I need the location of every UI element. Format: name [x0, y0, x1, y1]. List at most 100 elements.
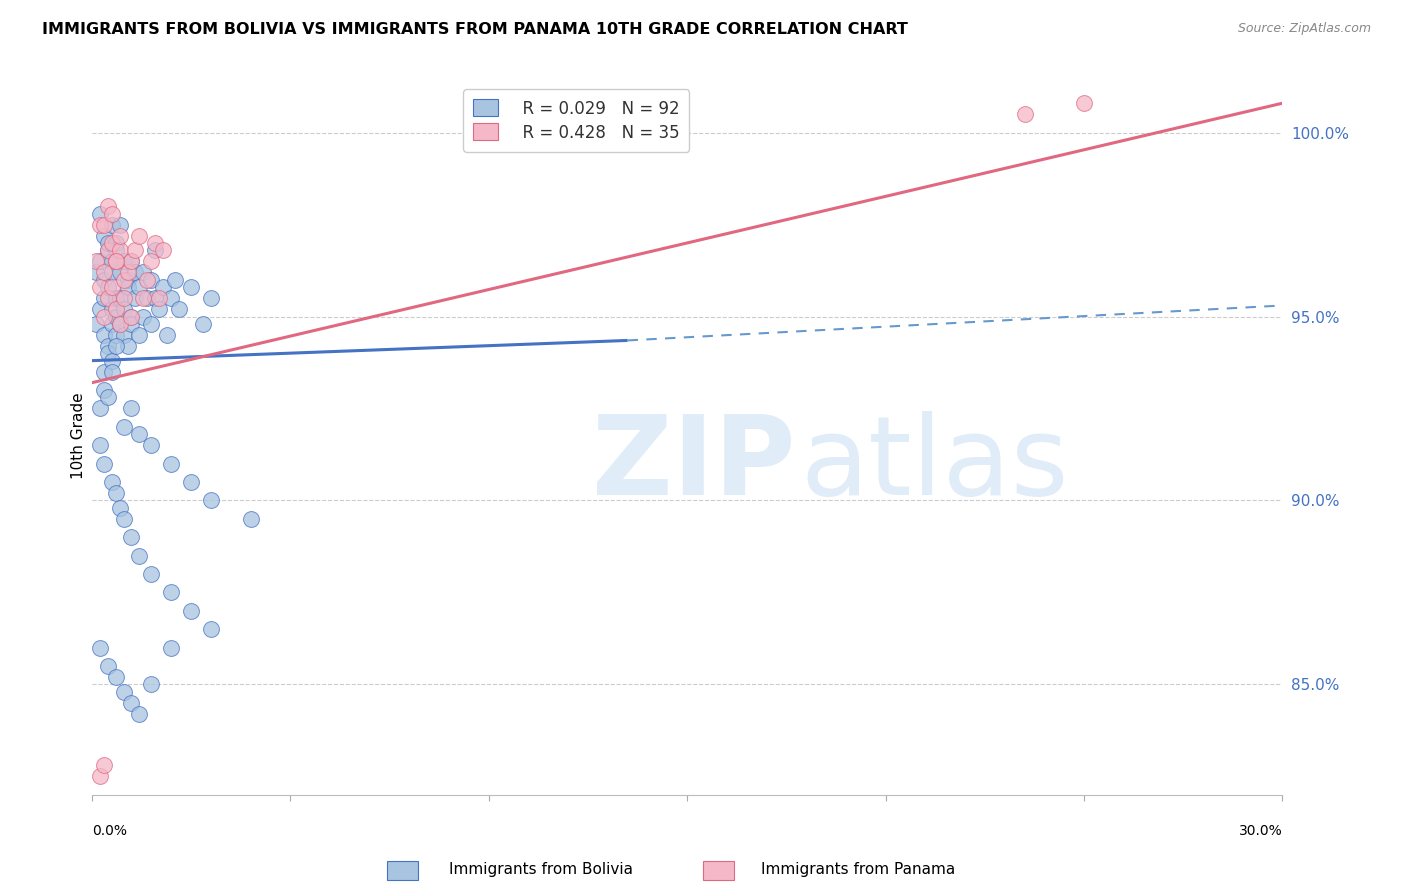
Legend:   R = 0.029   N = 92,   R = 0.428   N = 35: R = 0.029 N = 92, R = 0.428 N = 35: [464, 89, 689, 152]
Point: [121, 254, 143, 268]
Point: [89, 280, 111, 294]
Point: [141, 273, 163, 287]
Point: [97, 235, 120, 250]
Point: [89, 254, 111, 268]
Point: [143, 244, 166, 258]
Point: [89, 401, 111, 416]
Point: [167, 302, 190, 317]
Point: [132, 310, 155, 324]
Point: [104, 244, 127, 258]
Point: [97, 339, 120, 353]
Point: [104, 235, 127, 250]
Point: [104, 302, 127, 317]
Point: [117, 273, 139, 287]
Point: [141, 566, 163, 581]
Point: [97, 391, 120, 405]
Point: [160, 585, 183, 599]
Point: [121, 310, 143, 324]
Point: [108, 228, 131, 243]
Point: [108, 500, 131, 515]
Point: [100, 280, 122, 294]
Point: [97, 346, 120, 360]
Point: [128, 280, 150, 294]
Point: [124, 291, 146, 305]
Point: [128, 327, 150, 342]
Point: [1014, 107, 1036, 121]
Point: [117, 265, 139, 279]
Point: [1073, 96, 1095, 111]
Point: [108, 291, 131, 305]
Point: [93, 383, 115, 397]
Point: [141, 677, 163, 691]
Point: [100, 475, 122, 489]
Text: atlas: atlas: [800, 411, 1069, 518]
Point: [93, 228, 115, 243]
Point: [112, 327, 135, 342]
Point: [117, 280, 139, 294]
Point: [160, 640, 183, 655]
Point: [128, 549, 150, 563]
Point: [104, 670, 127, 684]
Point: [100, 265, 122, 279]
Point: [148, 291, 170, 305]
Point: [200, 622, 222, 636]
Point: [100, 353, 122, 368]
Point: [136, 291, 159, 305]
Point: [97, 659, 120, 673]
Point: [93, 291, 115, 305]
Point: [84, 317, 107, 331]
Text: 30.0%: 30.0%: [1239, 824, 1282, 838]
Point: [108, 317, 131, 331]
Point: [108, 218, 131, 232]
Point: [97, 244, 120, 258]
Point: [112, 273, 135, 287]
Point: [200, 291, 222, 305]
Point: [165, 273, 187, 287]
Point: [160, 291, 183, 305]
Point: [84, 254, 107, 268]
Point: [132, 291, 155, 305]
Point: [180, 475, 202, 489]
Point: [121, 401, 143, 416]
Point: [112, 512, 135, 526]
Point: [143, 291, 166, 305]
Point: [89, 206, 111, 220]
Point: [141, 438, 163, 452]
Point: [141, 317, 163, 331]
Text: Immigrants from Bolivia: Immigrants from Bolivia: [450, 863, 633, 877]
Point: [180, 604, 202, 618]
Point: [93, 218, 115, 232]
Point: [200, 493, 222, 508]
Point: [93, 273, 115, 287]
Point: [143, 235, 166, 250]
Point: [97, 199, 120, 213]
Point: [104, 339, 127, 353]
Point: [132, 265, 155, 279]
Point: [112, 291, 135, 305]
Point: [93, 457, 115, 471]
Point: [152, 244, 174, 258]
Point: [156, 327, 179, 342]
Point: [104, 327, 127, 342]
Point: [108, 244, 131, 258]
Point: [93, 310, 115, 324]
Point: [97, 244, 120, 258]
Point: [100, 218, 122, 232]
Point: [89, 218, 111, 232]
Point: [89, 640, 111, 655]
Point: [128, 706, 150, 721]
Point: [93, 365, 115, 379]
Point: [124, 265, 146, 279]
Point: [97, 280, 120, 294]
Point: [104, 486, 127, 500]
Point: [112, 420, 135, 434]
Point: [117, 339, 139, 353]
Point: [128, 228, 150, 243]
Point: [84, 265, 107, 279]
Point: [108, 317, 131, 331]
Point: [100, 365, 122, 379]
Point: [191, 317, 214, 331]
Point: [89, 438, 111, 452]
Text: IMMIGRANTS FROM BOLIVIA VS IMMIGRANTS FROM PANAMA 10TH GRADE CORRELATION CHART: IMMIGRANTS FROM BOLIVIA VS IMMIGRANTS FR…: [42, 22, 908, 37]
Text: ZIP: ZIP: [592, 411, 796, 518]
